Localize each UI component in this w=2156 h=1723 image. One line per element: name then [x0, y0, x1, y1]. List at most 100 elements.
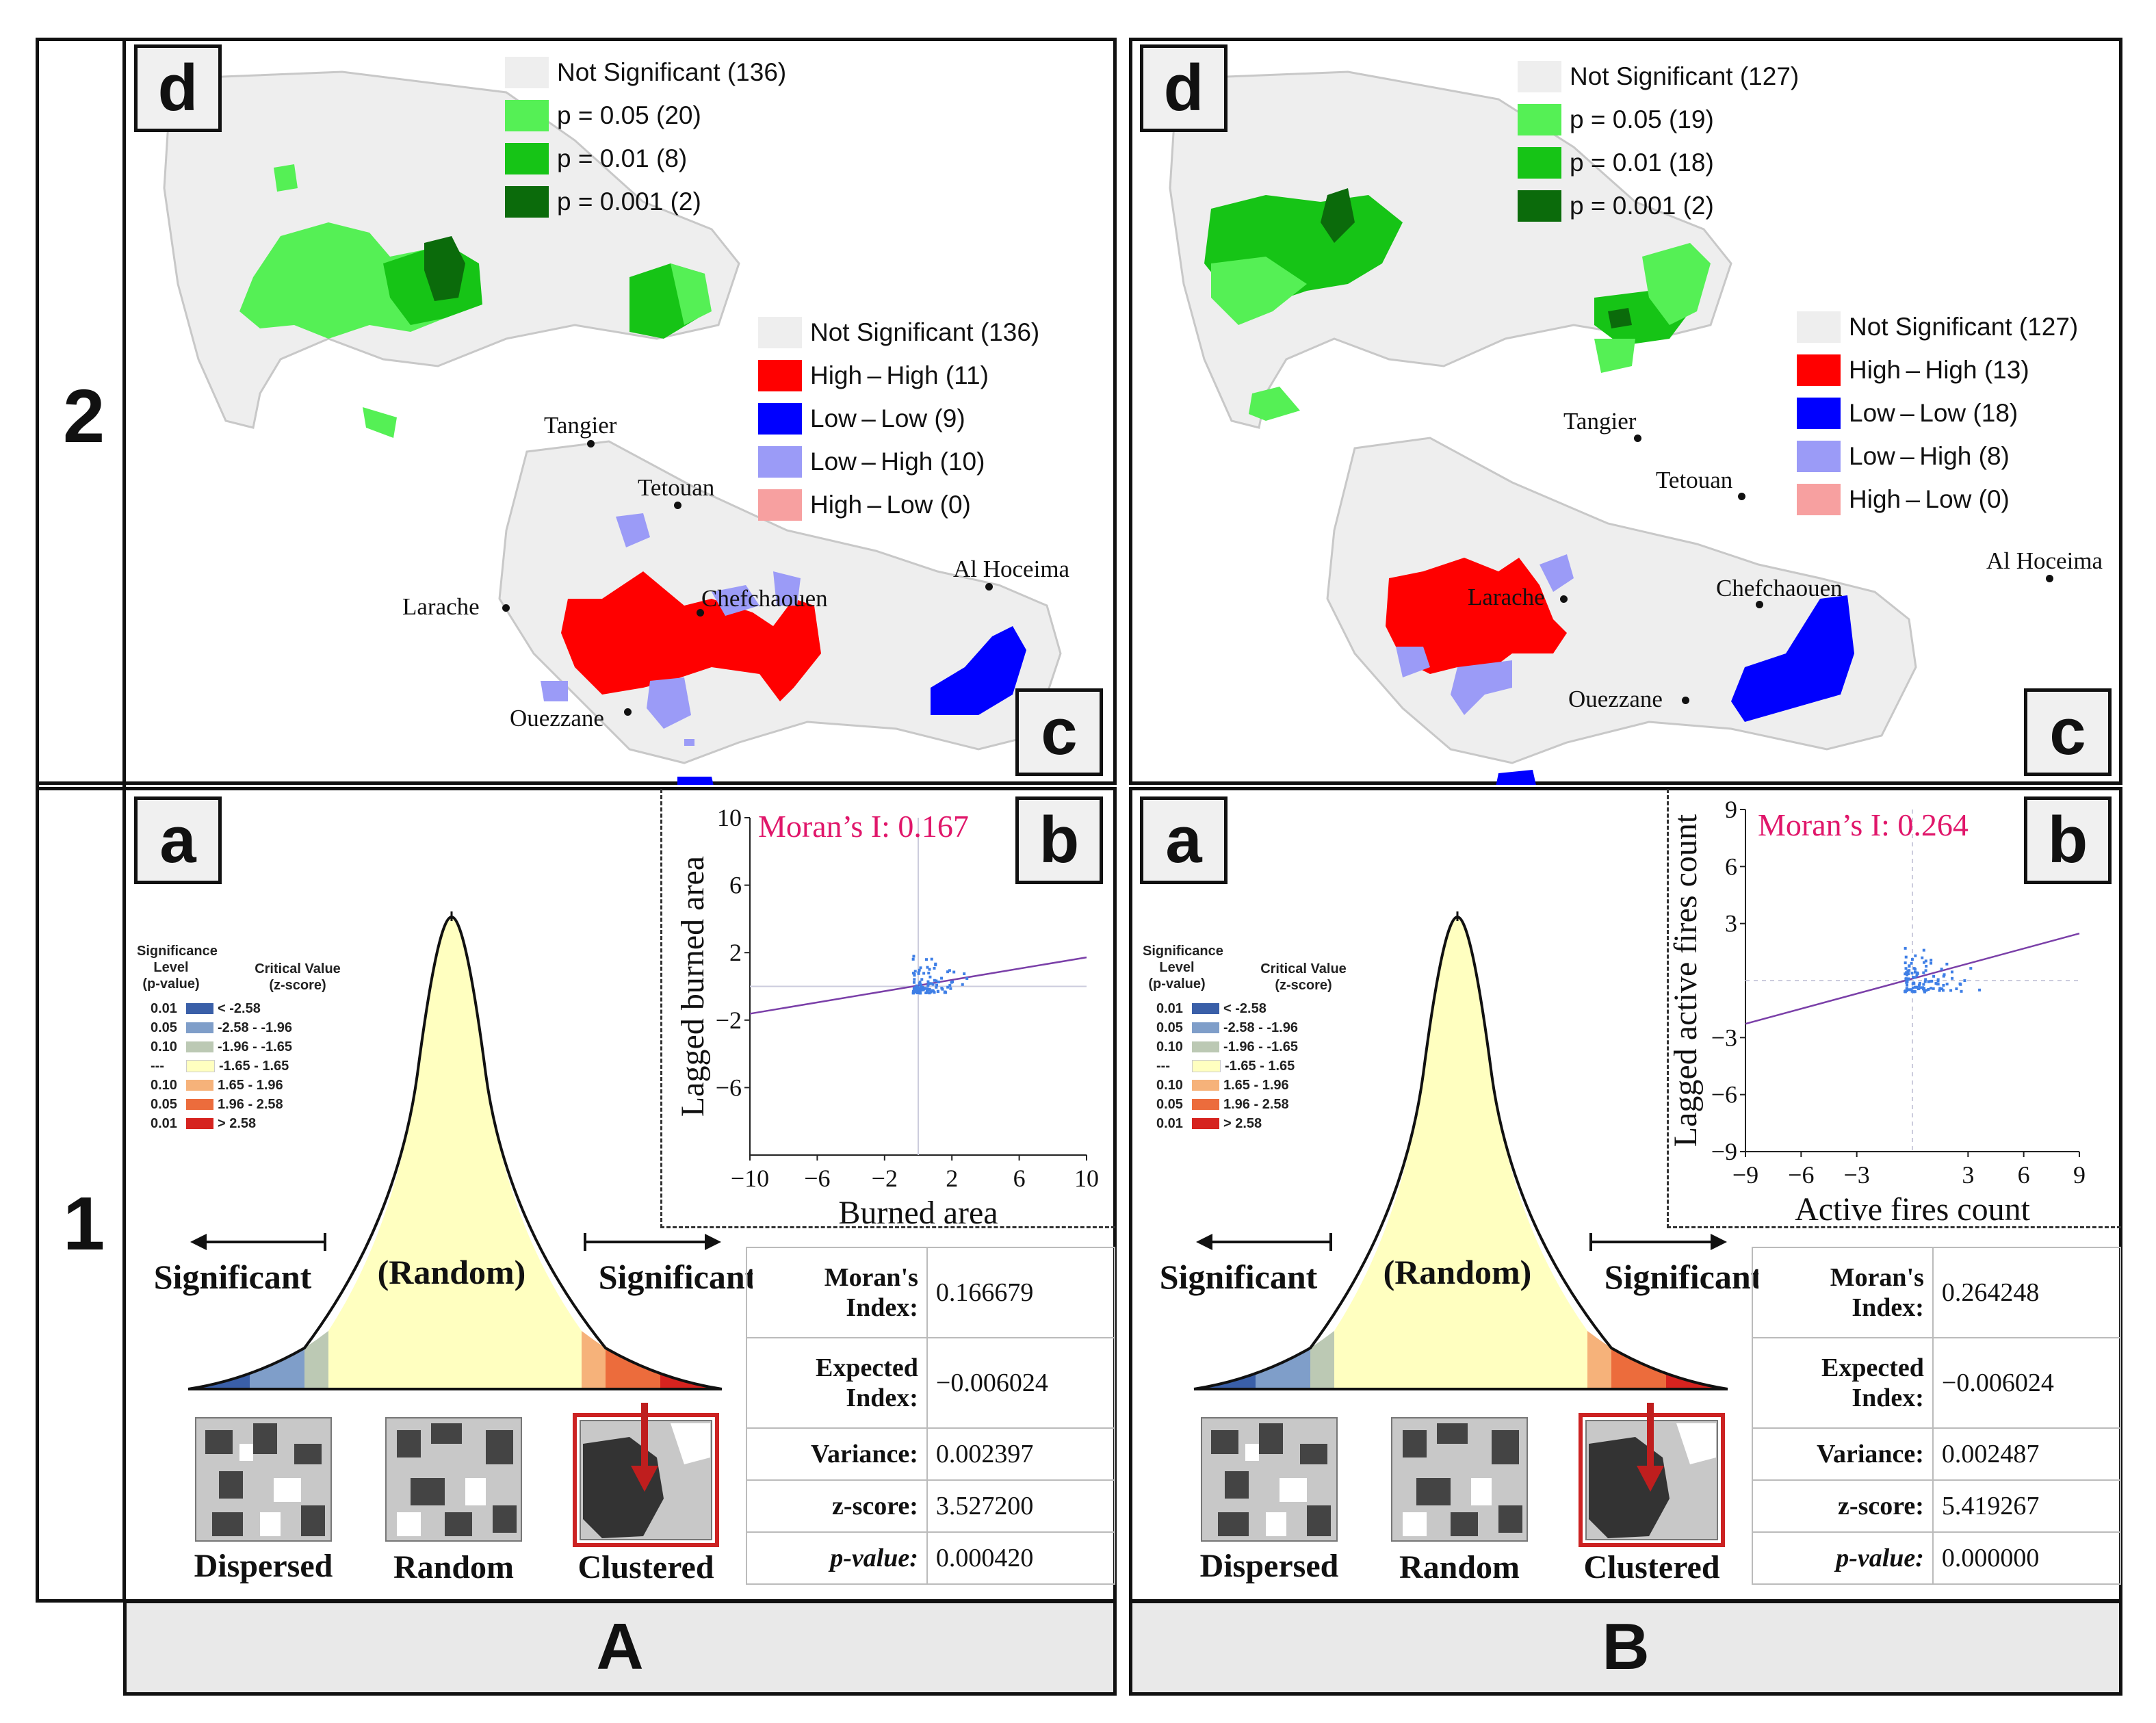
- stats-row: Variance: 0.002397: [746, 1427, 1116, 1481]
- data-point: [1914, 954, 1917, 957]
- zband-swatch: [186, 1060, 215, 1072]
- data-point: [920, 987, 923, 990]
- data-point: [927, 991, 931, 994]
- zband-swatch: [1192, 1118, 1219, 1129]
- data-point: [1963, 979, 1966, 983]
- zband-lower-right: [1194, 1374, 1256, 1389]
- gi-legend-item: p = 0.01 (18): [1518, 141, 1799, 184]
- data-point: [1907, 972, 1910, 976]
- legend-label: p = 0.001 (2): [1570, 191, 1714, 220]
- zband-high-mid-left: [606, 1348, 660, 1389]
- data-point: [913, 973, 916, 976]
- data-point: [1915, 985, 1919, 989]
- y-axis-label: Lagged burned area: [675, 856, 711, 1117]
- data-point: [1929, 980, 1932, 983]
- gi-legend-left: Not Significant (136) p = 0.05 (20) p = …: [505, 51, 786, 223]
- gi-hotspot-map-left: [163, 70, 1062, 785]
- zband-swatch: [1192, 1041, 1219, 1052]
- legend-swatch: [1518, 190, 1561, 222]
- zband-swatch: [1192, 1003, 1219, 1014]
- y-tick-label: −6: [716, 1074, 742, 1101]
- stats-key: Variance:: [746, 1427, 928, 1481]
- data-point: [937, 981, 940, 984]
- legend-heading-line: (z-score): [1275, 978, 1332, 993]
- legend-label: p = 0.001 (2): [557, 187, 701, 216]
- y-tick-label: −9: [1711, 1138, 1737, 1165]
- significant-label-right: Significant: [1605, 1258, 1758, 1296]
- moran-stats-table-left: Moran's Index: 0.166679 Expected Index: −0.0…: [746, 1247, 1116, 1585]
- pattern-random-thumb: [1391, 1417, 1528, 1542]
- panel-letter-d-left: d: [134, 44, 222, 132]
- legend-label: Not Significant (136): [557, 57, 787, 86]
- data-point: [926, 980, 930, 983]
- data-point: [1910, 972, 1914, 975]
- stats-row: Expected Index: −0.006024: [746, 1337, 1116, 1429]
- arrowhead-icon: [1711, 1234, 1727, 1250]
- zband-high-right: [1666, 1374, 1728, 1389]
- data-point: [1910, 958, 1914, 961]
- city-marker: [1756, 601, 1763, 608]
- city-label-tangier: Tangier: [1563, 408, 1637, 435]
- city-label-tetouan: Tetouan: [1656, 467, 1733, 493]
- normal-curve-left: Significant (Random) Significant: [154, 911, 753, 1390]
- data-point: [1945, 983, 1949, 986]
- legend-label: p = 0.05 (20): [557, 101, 701, 129]
- y-tick-label: 6: [1725, 853, 1737, 880]
- panel-B-top-frame: [1129, 38, 2122, 785]
- city-marker: [587, 440, 595, 448]
- legend-z: -2.58 - -1.96: [1223, 1020, 1298, 1035]
- data-point: [930, 957, 933, 961]
- data-point: [1930, 961, 1933, 965]
- data-point: [1915, 974, 1919, 977]
- zband-swatch: [1192, 1022, 1219, 1033]
- zband-low-right: [1310, 1331, 1334, 1389]
- data-point: [916, 985, 920, 989]
- x-tick-label: −9: [1732, 1161, 1758, 1189]
- data-point: [1918, 981, 1921, 985]
- data-point: [931, 983, 935, 986]
- data-point: [928, 968, 931, 971]
- data-point: [1922, 987, 1925, 991]
- legend-swatch: [1797, 397, 1841, 429]
- stats-key-line: p-value:: [830, 1544, 918, 1572]
- legend-p: 0.05: [1156, 1096, 1183, 1112]
- data-point: [1945, 962, 1949, 966]
- data-point: [1932, 987, 1935, 990]
- data-point: [933, 979, 936, 982]
- legend-rows: 0.01 < -2.58 0.05 -2.58 - -1.96 0.10 -1.96 …: [1156, 999, 1298, 1133]
- data-point: [941, 987, 944, 991]
- legend-heading-p: Significance Level (p-value): [1143, 943, 1223, 992]
- legend-label: p = 0.01 (8): [557, 144, 688, 172]
- y-tick-label: 9: [1725, 796, 1737, 823]
- city-marker: [1738, 493, 1745, 500]
- x-tick-label: −3: [1844, 1161, 1870, 1189]
- data-point: [944, 990, 947, 994]
- data-point: [1938, 987, 1942, 990]
- moran-i-label: Moran’s I: 0.167: [758, 809, 969, 844]
- legend-swatch: [758, 316, 802, 348]
- zband-high-low-right: [1587, 1331, 1611, 1389]
- regression-line: [1745, 933, 2080, 1025]
- stats-value: 0.000420: [926, 1531, 1116, 1585]
- data-point: [918, 987, 922, 990]
- x-tick-label: −2: [872, 1165, 898, 1192]
- stats-value: 0.166679: [926, 1247, 1116, 1338]
- gi-legend-item: Not Significant (127): [1518, 55, 1799, 98]
- data-point: [915, 987, 918, 991]
- lisa-legend-item: High – High (13): [1797, 348, 2078, 391]
- legend-rows: 0.01 < -2.58 0.05 -2.58 - -1.96 0.10 -1.96 …: [151, 999, 292, 1133]
- data-point: [1914, 985, 1917, 989]
- data-point: [946, 985, 950, 989]
- stats-key-line: Index:: [1852, 1293, 1924, 1322]
- data-point: [1906, 981, 1909, 984]
- legend-heading-line: Critical Value: [1260, 961, 1347, 976]
- legend-label: p = 0.01 (18): [1570, 148, 1714, 177]
- zband-swatch: [1192, 1080, 1219, 1091]
- data-point: [1936, 979, 1940, 983]
- lisa-legend-item: Low – Low (9): [758, 397, 1039, 440]
- data-point: [1904, 967, 1908, 970]
- city-label-larache: Larache: [1468, 584, 1545, 610]
- significance-legend-left: Significance Level (p-value) Critical Va…: [137, 943, 342, 1148]
- stats-value: 0.002397: [926, 1427, 1116, 1481]
- legend-row: 0.01 < -2.58: [151, 999, 292, 1018]
